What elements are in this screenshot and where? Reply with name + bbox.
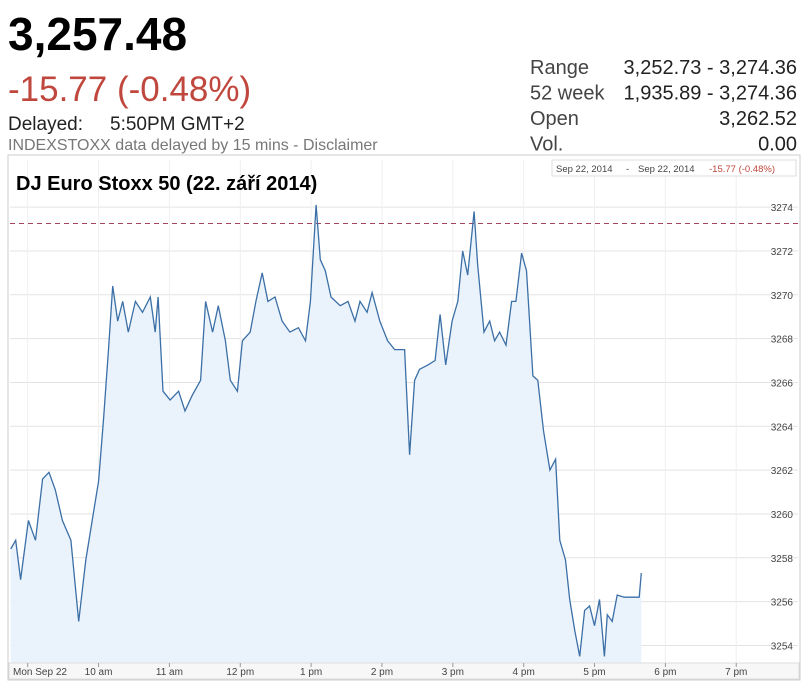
price: 3,257.48 (8, 8, 187, 60)
range-legend-box (551, 159, 797, 177)
stat-label: 52 week (530, 83, 605, 105)
x-tick-label: 7 pm (725, 667, 747, 678)
x-tick-label: Mon Sep 22 (13, 667, 67, 678)
x-tick-label: 1 pm (300, 667, 322, 678)
y-tick-label: 3274 (771, 203, 794, 214)
y-tick-label: 3266 (771, 378, 794, 389)
range-separator: - (626, 164, 629, 175)
stat-label: Open (530, 108, 579, 130)
stat-value: 3,252.73 - 3,274.36 (624, 57, 797, 79)
y-tick-label: 3264 (771, 422, 794, 433)
y-tick-label: 3270 (771, 291, 794, 302)
price-change: -15.77 (-0.48%) (8, 70, 251, 109)
area-fill (10, 204, 642, 663)
x-tick-label: 6 pm (654, 667, 676, 678)
price-line (10, 204, 642, 657)
delay-note[interactable]: INDEXSTOXX data delayed by 15 mins - Dis… (8, 137, 378, 154)
stats-table: Range 3,252.73 - 3,274.36 52 week 1,935.89 … (530, 57, 797, 156)
x-tick-label: 4 pm (513, 667, 535, 678)
y-tick-label: 3258 (771, 554, 794, 565)
x-tick-label: 12 pm (226, 667, 254, 678)
x-tick-label: 5 pm (583, 667, 605, 678)
stat-value: 3,262.52 (719, 108, 797, 130)
y-tick-label: 3256 (771, 598, 794, 609)
stat-value: 0.00 (758, 134, 797, 156)
chart-title: DJ Euro Stoxx 50 (22. září 2014) (16, 173, 317, 195)
y-tick-label: 3272 (771, 247, 794, 258)
delayed-time: 5:50PM GMT+2 (110, 114, 245, 135)
x-tick-label: 3 pm (442, 667, 464, 678)
y-tick-label: 3268 (771, 335, 794, 346)
chart: 3254 3256 3258 3260 3262 3264 3266 3268 3270 3272… (8, 159, 800, 680)
y-tick-label: 3260 (771, 510, 794, 521)
stat-label: Range (530, 57, 589, 79)
range-change: -15.77 (-0.48%) (709, 164, 775, 175)
y-tick-label: 3262 (771, 466, 794, 477)
delayed-label: Delayed: (8, 114, 83, 135)
x-tick-label: 2 pm (371, 667, 393, 678)
range-from: Sep 22, 2014 (556, 164, 613, 175)
y-tick-label: 3254 (771, 641, 794, 652)
stat-label: Vol. (530, 134, 563, 156)
range-to: Sep 22, 2014 (638, 164, 695, 175)
x-tick-label: 10 am (85, 667, 113, 678)
stat-value: 1,935.89 - 3,274.36 (624, 83, 797, 105)
x-axis-band (8, 662, 800, 680)
x-tick-label: 11 am (156, 667, 183, 678)
